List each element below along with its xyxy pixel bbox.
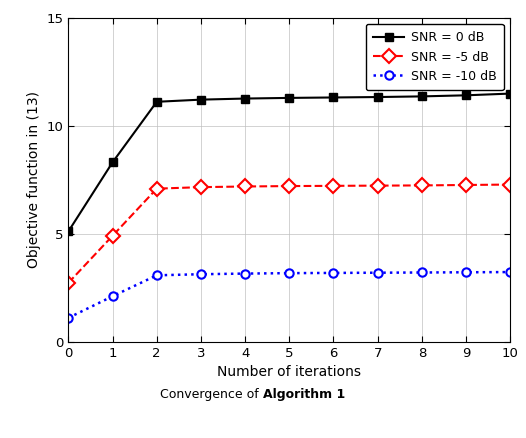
SNR = -10 dB	[286, 271, 292, 276]
SNR = -10 dB	[242, 271, 248, 276]
SNR = -10 dB	[419, 270, 425, 275]
SNR = -5 dB	[375, 183, 381, 188]
Legend: SNR = 0 dB, SNR = -5 dB, SNR = -10 dB: SNR = 0 dB, SNR = -5 dB, SNR = -10 dB	[366, 24, 504, 90]
SNR = -5 dB	[463, 182, 469, 187]
SNR = 0 dB	[419, 94, 425, 99]
SNR = 0 dB	[375, 95, 381, 100]
SNR = -10 dB	[109, 293, 116, 299]
SNR = 0 dB	[109, 160, 116, 165]
SNR = -10 dB	[507, 269, 513, 275]
SNR = -5 dB	[154, 186, 160, 191]
Line: SNR = 0 dB: SNR = 0 dB	[65, 90, 514, 235]
SNR = -5 dB	[109, 233, 116, 238]
SNR = -10 dB	[375, 270, 381, 276]
Text: Convergence of: Convergence of	[160, 388, 263, 401]
Line: SNR = -5 dB: SNR = -5 dB	[64, 180, 515, 288]
Line: SNR = -10 dB: SNR = -10 dB	[64, 268, 514, 322]
SNR = -5 dB	[286, 184, 292, 189]
SNR = 0 dB	[198, 97, 204, 102]
Text: Algorithm 1: Algorithm 1	[263, 388, 345, 401]
SNR = 0 dB	[463, 93, 469, 98]
SNR = -10 dB	[330, 270, 337, 276]
SNR = -5 dB	[507, 182, 513, 187]
SNR = 0 dB	[286, 95, 292, 101]
X-axis label: Number of iterations: Number of iterations	[217, 365, 361, 379]
SNR = -10 dB	[463, 270, 469, 275]
SNR = -5 dB	[242, 184, 248, 189]
SNR = 0 dB	[154, 99, 160, 104]
SNR = 0 dB	[507, 91, 513, 96]
SNR = -5 dB	[198, 184, 204, 190]
SNR = 0 dB	[242, 96, 248, 101]
SNR = -10 dB	[198, 272, 204, 277]
SNR = -10 dB	[65, 315, 72, 321]
SNR = 0 dB	[65, 229, 72, 234]
SNR = -5 dB	[65, 280, 72, 286]
Y-axis label: Objective function in (13): Objective function in (13)	[27, 91, 41, 268]
SNR = -5 dB	[330, 183, 337, 188]
SNR = -5 dB	[419, 183, 425, 188]
SNR = -10 dB	[154, 273, 160, 278]
SNR = 0 dB	[330, 95, 337, 100]
